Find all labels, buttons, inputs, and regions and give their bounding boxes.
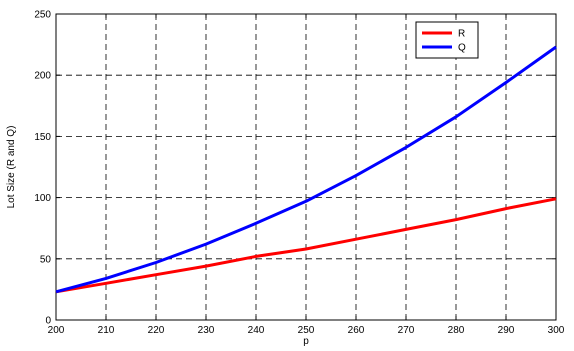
x-tick-label: 220: [148, 325, 165, 336]
legend: R Q: [415, 21, 479, 59]
x-tick-label: 240: [248, 325, 265, 336]
series-line-q: [55, 45, 557, 294]
x-tick-label: 260: [348, 325, 365, 336]
grid: [56, 14, 556, 320]
x-tick-label: 270: [398, 325, 415, 336]
x-tick-label: 210: [98, 325, 115, 336]
y-tick-label: 0: [45, 316, 51, 327]
x-axis-label: p: [303, 336, 309, 347]
x-tick-label: 290: [498, 325, 515, 336]
x-tick-label: 280: [448, 325, 465, 336]
y-tick-label: 100: [34, 193, 51, 204]
y-tick-label: 250: [34, 10, 51, 21]
y-tick-label: 200: [34, 71, 51, 82]
ticks: 200 210 220 230 240 250 260 270 280 290 300 0 50 100 1…: [34, 10, 564, 337]
series-line-r: [55, 197, 557, 294]
x-tick-label: 200: [48, 325, 65, 336]
legend-box: [415, 21, 479, 59]
x-tick-label: 300: [548, 325, 565, 336]
legend-label-q: Q: [458, 43, 466, 54]
y-axis-label: Lot Size (R and Q): [6, 126, 17, 209]
series: [55, 45, 557, 294]
x-tick-label: 250: [298, 325, 315, 336]
legend-label-r: R: [458, 29, 465, 40]
y-tick-label: 150: [34, 132, 51, 143]
y-tick-label: 50: [40, 254, 52, 265]
x-tick-label: 230: [198, 325, 215, 336]
